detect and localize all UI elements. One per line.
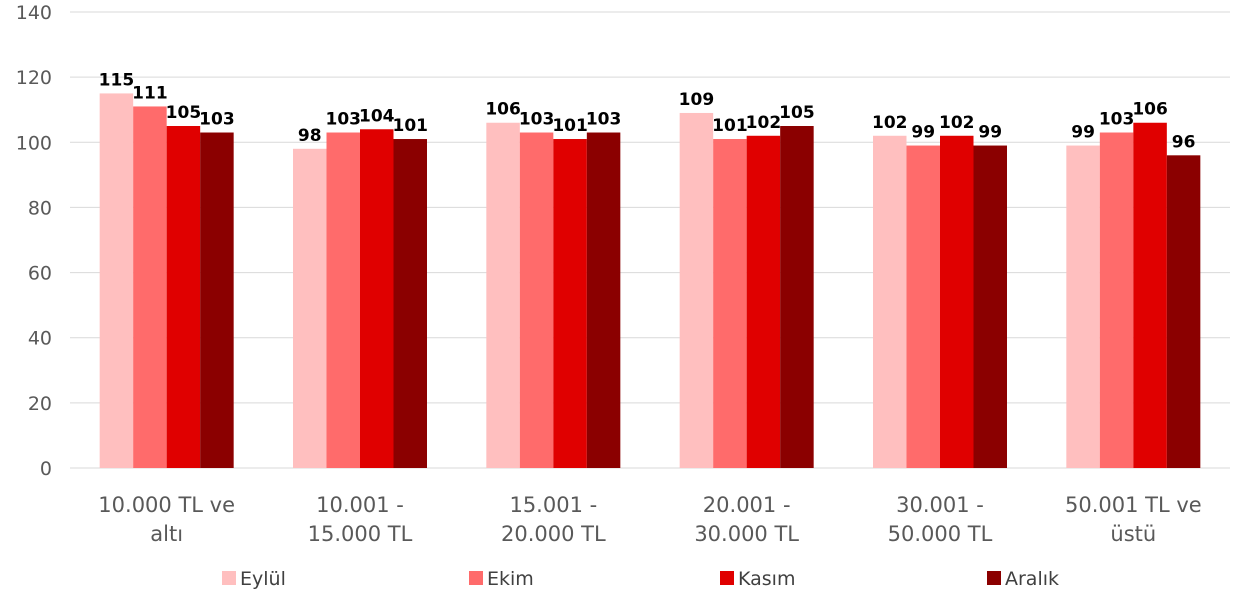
bar — [99, 93, 134, 468]
bar — [780, 126, 814, 468]
bar — [553, 139, 587, 468]
data-label: 102 — [872, 113, 908, 133]
bar — [873, 135, 907, 468]
legend-item: Kasım — [720, 568, 795, 590]
data-label: 105 — [166, 103, 202, 123]
data-label: 101 — [712, 116, 748, 136]
gridlines — [70, 11, 1230, 469]
bar — [906, 145, 940, 469]
data-label: 102 — [939, 113, 975, 133]
legend-item: Aralık — [987, 568, 1059, 590]
bar — [1133, 122, 1167, 468]
bar — [1166, 155, 1201, 469]
bar — [200, 132, 234, 468]
legend-item: Ekim — [469, 568, 534, 590]
legend: Eylül Ekim Kasım Aralık — [222, 568, 1059, 590]
y-tick-label: 60 — [28, 263, 52, 285]
data-label: 106 — [485, 100, 521, 120]
y-tick-label: 100 — [16, 132, 52, 154]
bar — [1099, 132, 1134, 468]
y-tick-label: 20 — [28, 393, 52, 415]
data-label: 99 — [1071, 123, 1095, 143]
y-tick-label: 40 — [28, 328, 52, 350]
bar — [293, 148, 327, 469]
bar — [973, 145, 1007, 469]
data-label: 103 — [1099, 110, 1135, 130]
bar — [1066, 145, 1100, 469]
bar — [519, 132, 554, 468]
bar — [940, 135, 974, 468]
legend-label: Eylül — [240, 568, 286, 590]
legend-swatch — [987, 571, 1001, 585]
data-label: 105 — [779, 103, 815, 123]
data-label: 99 — [978, 123, 1002, 143]
y-tick-label: 0 — [40, 458, 52, 480]
data-labels: 1151111051039810310410110610310110310910… — [99, 70, 1196, 152]
x-tick-label: 10.000 TL ve altı — [98, 493, 235, 546]
bar — [133, 106, 167, 468]
data-label: 101 — [552, 116, 588, 136]
data-label: 103 — [199, 110, 235, 130]
bar — [679, 112, 714, 468]
data-label: 101 — [393, 116, 429, 136]
bars — [99, 93, 1201, 469]
bar — [746, 135, 781, 468]
data-label: 102 — [746, 113, 782, 133]
x-axis-ticks: 10.000 TL ve altı 10.001 -15.000 TL 15.001 … — [98, 493, 1201, 546]
y-tick-label: 140 — [16, 2, 52, 24]
x-tick-label: 50.001 TL ve üstü — [1065, 493, 1202, 546]
y-tick-label: 120 — [16, 67, 52, 89]
bar — [486, 122, 520, 468]
y-tick-label: 80 — [28, 197, 52, 219]
bar — [326, 132, 360, 468]
bar — [360, 129, 394, 468]
legend-swatch — [469, 571, 483, 585]
y-axis-ticks: 0 20 40 60 80 100 120 140 — [16, 2, 52, 480]
bar — [393, 139, 427, 468]
legend-swatch — [222, 571, 236, 585]
data-label: 106 — [1132, 100, 1168, 120]
data-label: 109 — [679, 90, 715, 110]
data-label: 103 — [326, 110, 362, 130]
data-label: 99 — [911, 123, 935, 143]
data-label: 98 — [298, 126, 322, 146]
legend-label: Aralık — [1005, 568, 1059, 590]
data-label: 104 — [359, 106, 395, 126]
data-label: 103 — [586, 110, 622, 130]
bar — [713, 139, 747, 468]
legend-item: Eylül — [222, 568, 286, 590]
legend-label: Kasım — [738, 568, 795, 590]
x-tick-label: 30.001 -50.000 TL — [888, 493, 993, 546]
legend-swatch — [720, 571, 734, 585]
bar — [166, 126, 201, 468]
x-tick-label: 15.001 -20.000 TL — [501, 493, 606, 546]
x-tick-label: 20.001 -30.000 TL — [694, 493, 799, 546]
data-label: 115 — [99, 70, 135, 90]
data-label: 103 — [519, 110, 555, 130]
data-label: 96 — [1172, 132, 1196, 152]
data-label: 111 — [132, 83, 168, 103]
x-tick-label: 10.001 -15.000 TL — [308, 493, 413, 546]
legend-label: Ekim — [487, 568, 534, 590]
bar — [586, 132, 621, 468]
